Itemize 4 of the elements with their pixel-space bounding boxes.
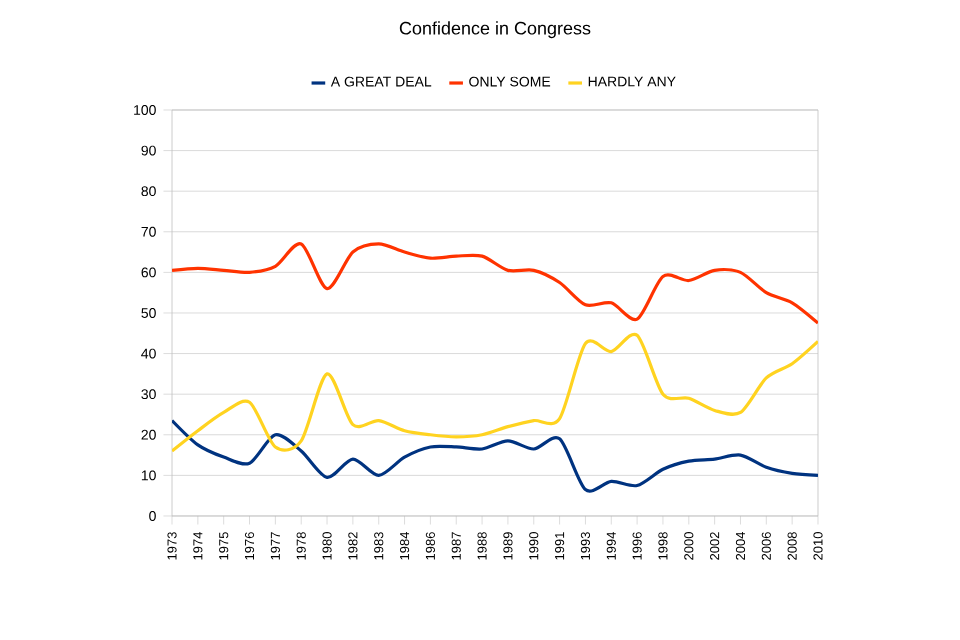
chart-title: Confidence in Congress: [399, 21, 591, 39]
line-series: [172, 333, 818, 453]
line-series: [172, 418, 818, 493]
line-series: [172, 242, 818, 325]
